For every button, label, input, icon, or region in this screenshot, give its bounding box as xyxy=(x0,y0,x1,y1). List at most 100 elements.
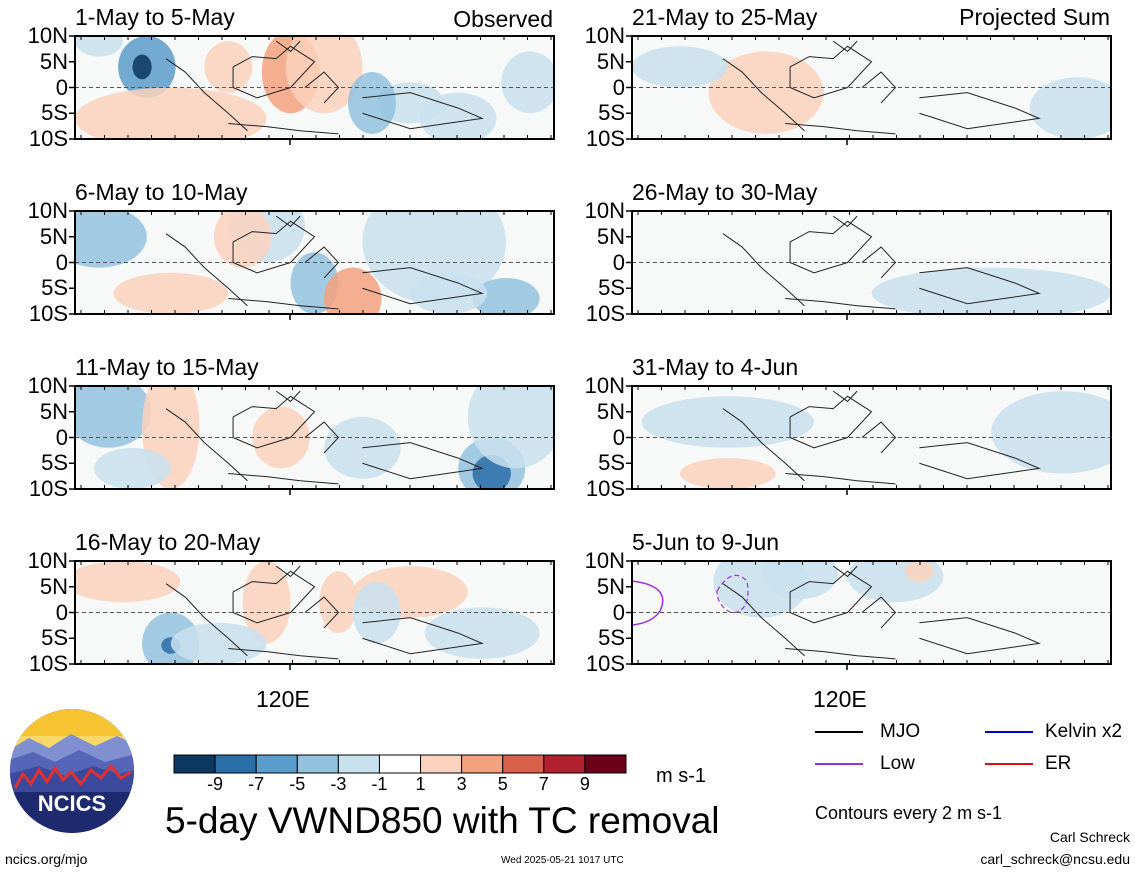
lat-tick-label: 10N xyxy=(584,23,625,48)
lat-tick-label: 10S xyxy=(28,476,68,501)
coastline xyxy=(232,45,316,99)
lat-tick-label: 5S xyxy=(41,100,68,126)
lat-tick-label: 10S xyxy=(585,476,625,501)
anomaly-region xyxy=(94,447,171,489)
colorbar xyxy=(173,754,627,774)
coastline xyxy=(228,648,339,660)
coastline xyxy=(304,596,340,629)
anomaly-region xyxy=(113,272,229,314)
lat-tick-label: 5S xyxy=(598,625,625,651)
anomaly-region xyxy=(467,386,554,469)
low-contour xyxy=(632,580,664,626)
coastline xyxy=(861,596,897,629)
colorbar-swatch xyxy=(173,754,216,774)
coastline xyxy=(722,583,805,657)
lat-tick-label: 0 xyxy=(55,74,68,100)
anomaly-region xyxy=(75,211,147,268)
coastline xyxy=(275,390,301,403)
footer-timestamp: Wed 2025-05-21 1017 UTC xyxy=(501,855,624,866)
footer-author: Carl Schreck xyxy=(1049,829,1130,845)
lat-tick-label: 10S xyxy=(28,126,68,151)
contour-note: Contours every 2 m s-1 xyxy=(815,803,1003,823)
anomaly-region xyxy=(213,211,272,268)
panel-title-5: 21-May to 25-May xyxy=(632,4,818,30)
colorbar-swatch xyxy=(420,754,463,774)
colorbar-swatch xyxy=(378,754,422,774)
coastline xyxy=(304,246,340,279)
colorbar-swatch xyxy=(543,754,586,774)
lon-label-left: 120E xyxy=(256,686,310,712)
anomaly-region xyxy=(419,92,497,139)
lat-tick-label: 10N xyxy=(584,373,625,398)
coastline xyxy=(832,565,858,578)
panel-title-1: 1-May to 5-May xyxy=(75,4,235,30)
anomaly-region xyxy=(348,72,396,134)
colorbar-tick-label: -9 xyxy=(207,774,224,794)
coastline xyxy=(232,220,316,274)
panel-title-3: 11-May to 15-May xyxy=(75,354,259,380)
coastline xyxy=(832,40,858,53)
main-title: 5-day VWND850 with TC removal xyxy=(165,800,720,841)
lat-tick-label: 10S xyxy=(585,301,625,326)
colorbar-tick-label: -1 xyxy=(371,774,388,794)
anomaly-region xyxy=(324,267,382,314)
legend-label-low: Low xyxy=(880,753,915,774)
colorbar-tick-label: 3 xyxy=(456,774,467,794)
colorbar-tick-label: 7 xyxy=(538,774,549,794)
legend-label-mjo: MJO xyxy=(880,721,921,742)
map-panel-8 xyxy=(626,560,1112,670)
anomaly-region xyxy=(75,561,181,603)
lat-tick-label: 10N xyxy=(27,548,68,573)
coastline xyxy=(722,233,805,307)
panel-title-2: 6-May to 10-May xyxy=(75,179,248,205)
lat-tick-label: 5N xyxy=(39,48,68,74)
lat-tick-label: 5N xyxy=(596,398,625,424)
colorbar-tick-label: -7 xyxy=(248,774,265,794)
coastline xyxy=(789,570,873,624)
lat-tick-label: 10S xyxy=(585,126,625,151)
anomaly-region xyxy=(75,36,123,57)
colorbar-tick-label: -5 xyxy=(289,774,306,794)
lat-tick-label: 5N xyxy=(39,573,68,599)
lon-label-right: 120E xyxy=(813,686,867,712)
colorbar-swatch xyxy=(255,754,298,774)
coastline xyxy=(232,570,316,624)
footer-url[interactable]: ncics.org/mjo xyxy=(5,851,88,867)
map-panel-6 xyxy=(626,210,1112,320)
anomaly-region xyxy=(75,87,267,139)
panel-title-7: 31-May to 4-Jun xyxy=(632,354,799,380)
lat-tick-label: 0 xyxy=(612,424,625,450)
lat-tick-label: 5S xyxy=(598,275,625,301)
coastline xyxy=(362,442,484,480)
coastline xyxy=(861,421,897,454)
lat-tick-label: 0 xyxy=(55,599,68,625)
anomaly-region xyxy=(319,571,358,634)
panel-title-6: 26-May to 30-May xyxy=(632,179,818,205)
colorbar-swatch xyxy=(461,754,504,774)
coastline xyxy=(165,408,248,482)
map-panel-4 xyxy=(69,560,555,670)
coastline xyxy=(919,92,1041,130)
lat-tick-label: 5N xyxy=(39,398,68,424)
colorbar-tick-label: 5 xyxy=(497,774,508,794)
anomaly-region xyxy=(132,54,152,80)
lat-tick-label: 10N xyxy=(584,548,625,573)
coastline xyxy=(785,473,896,485)
panel-title-8: 5-Jun to 9-Jun xyxy=(632,529,780,555)
colorbar-tick-label: 9 xyxy=(579,774,590,794)
coastline xyxy=(275,215,301,228)
lat-tick-label: 10N xyxy=(27,198,68,223)
coastline xyxy=(165,233,248,307)
anomaly-region xyxy=(632,46,728,88)
lat-tick-label: 5S xyxy=(598,450,625,476)
lat-tick-label: 5S xyxy=(41,450,68,476)
anomaly-region xyxy=(679,458,776,489)
anomaly-region xyxy=(472,277,540,314)
colorbar-swatch xyxy=(502,754,545,774)
projected-label: Projected Sum xyxy=(959,4,1110,30)
legend-label-er: ER xyxy=(1045,753,1072,774)
footer-email[interactable]: carl_schreck@ncsu.edu xyxy=(980,851,1130,867)
coastline xyxy=(785,298,896,310)
anomaly-region xyxy=(641,396,815,448)
